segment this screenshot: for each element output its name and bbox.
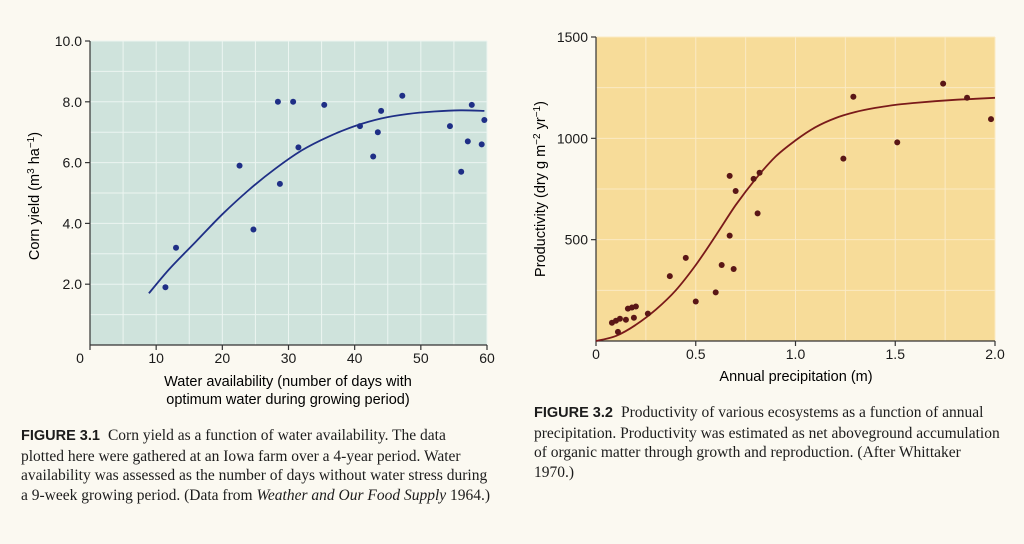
y-tick-label: 500: [565, 232, 589, 248]
data-point: [894, 139, 901, 146]
data-point: [682, 254, 689, 261]
y-tick-label: 10.0: [55, 33, 82, 49]
data-point: [468, 101, 475, 108]
data-point: [964, 94, 971, 101]
data-point: [399, 92, 406, 99]
x-tick-label: 30: [281, 350, 297, 366]
y-tick-label: 4.0: [63, 215, 83, 231]
figure-3-2-gridlines: [596, 36, 996, 341]
figure-3-1-caption: FIGURE 3.1 Corn yield as a function of wa…: [21, 426, 491, 505]
data-point: [616, 315, 623, 322]
data-point: [940, 80, 947, 87]
x-tick-label: 10: [148, 350, 164, 366]
data-point: [173, 244, 180, 251]
figure-3-1-x-axis-label-line2: optimum water during growing period): [166, 392, 409, 408]
x-tick-label: 40: [347, 350, 363, 366]
data-point: [754, 210, 761, 217]
data-point: [756, 169, 763, 176]
data-point: [481, 117, 488, 124]
data-point: [718, 262, 725, 268]
data-point: [295, 144, 302, 151]
x-tick-label: 1.5: [886, 346, 906, 362]
data-point: [356, 123, 363, 130]
figure-3-1-x-tick-labels: 0 10 20 30 40 50 60: [76, 350, 495, 366]
data-point: [732, 188, 739, 195]
x-tick-label: 2.0: [985, 346, 1005, 362]
x-tick-label: 0.5: [686, 346, 706, 362]
figure-3-1-chart: 2.0 4.0 6.0 8.0 10.0 0 10 20 30 40 50 60 Corn yiel…: [26, 33, 495, 408]
data-point: [632, 303, 639, 310]
x-tick-label: 0: [76, 350, 84, 366]
figure-3-1-caption-label: FIGURE 3.1: [21, 428, 100, 444]
data-point: [666, 273, 673, 280]
figure-3-1-x-axis-label-line1: Water availability (number of days with: [164, 374, 412, 390]
data-point: [630, 314, 637, 321]
x-tick-label: 20: [215, 350, 231, 366]
data-point: [750, 175, 757, 182]
data-point: [692, 298, 699, 305]
data-point: [840, 155, 847, 162]
data-point: [236, 162, 243, 169]
x-tick-label: 60: [479, 350, 495, 366]
figure-3-1-data-points: [162, 92, 488, 291]
data-point: [374, 129, 381, 136]
figure-3-2-caption-text: Productivity of various ecosystems as a …: [534, 404, 1000, 481]
data-point: [478, 141, 485, 148]
figure-3-1-gridlines: [90, 40, 488, 345]
y-tick-label: 1000: [557, 130, 588, 146]
data-point: [726, 232, 733, 239]
figure-3-2-axes: [591, 36, 996, 346]
figure-3-2-y-tick-labels: 500 1000 1500: [557, 29, 588, 248]
data-point: [730, 266, 737, 273]
data-point: [464, 138, 471, 145]
figure-3-1-y-axis-label: Corn yield (m3 ha−1): [26, 132, 43, 260]
figure-3-2-caption-label: FIGURE 3.2: [534, 405, 613, 421]
figure-3-2-y-axis-label: Productivity (dry g m−2 yr−1): [532, 101, 549, 277]
data-point: [446, 123, 453, 130]
y-tick-label: 6.0: [63, 155, 83, 171]
figure-3-1-axes: [85, 40, 488, 350]
data-point: [622, 316, 629, 323]
figure-3-2-caption: FIGURE 3.2 Productivity of various ecosys…: [534, 403, 1004, 482]
figure-3-2-x-axis-label: Annual precipitation (m): [719, 369, 872, 385]
data-point: [988, 116, 995, 123]
data-point: [276, 180, 283, 187]
figure-3-1-caption-text: Corn yield as a function of water availa…: [21, 427, 488, 504]
data-point: [614, 328, 621, 335]
y-tick-label: 2.0: [63, 276, 83, 292]
data-point: [644, 310, 651, 317]
data-point: [321, 101, 328, 108]
data-point: [274, 98, 281, 105]
data-point: [290, 98, 297, 105]
data-point: [712, 289, 719, 296]
figure-3-2-x-tick-labels: 0 0.5 1.0 1.5 2.0: [592, 346, 1005, 362]
figure-3-1-caption-source: Weather and Our Food Supply: [256, 486, 447, 504]
x-tick-label: 50: [413, 350, 429, 366]
data-point: [850, 93, 857, 100]
data-point: [458, 168, 465, 175]
x-tick-label: 0: [592, 346, 600, 362]
data-point: [250, 226, 257, 233]
figure-3-1-fit-curve: [148, 109, 485, 294]
data-point: [726, 172, 733, 179]
y-tick-label: 8.0: [63, 94, 83, 110]
figure-3-1-caption-year: 1964.): [446, 486, 491, 504]
figure-3-2-chart: 500 1000 1500 0 0.5 1.0 1.5 2.0 Productivity (…: [532, 29, 1005, 385]
y-tick-label: 1500: [557, 29, 588, 45]
x-tick-label: 1.0: [786, 346, 806, 362]
data-point: [370, 153, 377, 160]
data-point: [162, 284, 169, 291]
data-point: [378, 107, 385, 114]
figure-3-1-y-tick-labels: 2.0 4.0 6.0 8.0 10.0: [55, 33, 82, 292]
figure-3-2-data-points: [608, 80, 995, 335]
figure-3-2-fit-curve: [595, 96, 996, 342]
